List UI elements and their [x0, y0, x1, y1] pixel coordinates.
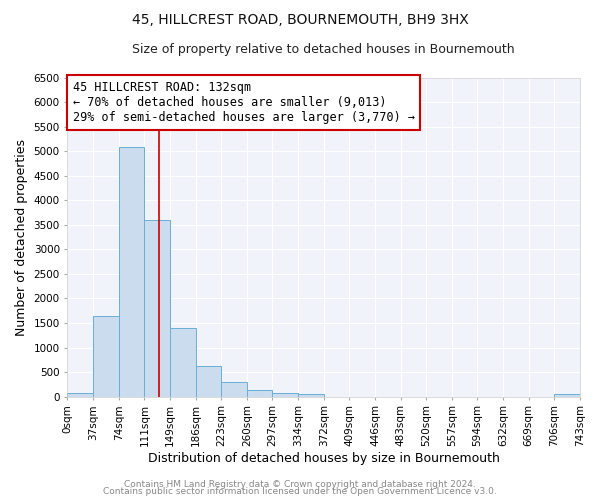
Text: Contains public sector information licensed under the Open Government Licence v3: Contains public sector information licen… [103, 487, 497, 496]
Bar [145, 220, 170, 396]
Bar [67, 393, 93, 396]
Text: Contains HM Land Registry data © Crown copyright and database right 2024.: Contains HM Land Registry data © Crown c… [124, 480, 476, 489]
Bar [298, 394, 324, 396]
Bar [247, 390, 272, 396]
Text: 45, HILLCREST ROAD, BOURNEMOUTH, BH9 3HX: 45, HILLCREST ROAD, BOURNEMOUTH, BH9 3HX [131, 12, 469, 26]
X-axis label: Distribution of detached houses by size in Bournemouth: Distribution of detached houses by size … [148, 452, 500, 465]
Bar [196, 366, 221, 396]
Bar [119, 148, 145, 396]
Y-axis label: Number of detached properties: Number of detached properties [15, 138, 28, 336]
Bar [554, 394, 580, 396]
Bar [170, 328, 196, 396]
Text: 45 HILLCREST ROAD: 132sqm
← 70% of detached houses are smaller (9,013)
29% of se: 45 HILLCREST ROAD: 132sqm ← 70% of detac… [73, 80, 415, 124]
Bar [272, 393, 298, 396]
Title: Size of property relative to detached houses in Bournemouth: Size of property relative to detached ho… [133, 42, 515, 56]
Bar [221, 382, 247, 396]
Bar [93, 316, 119, 396]
